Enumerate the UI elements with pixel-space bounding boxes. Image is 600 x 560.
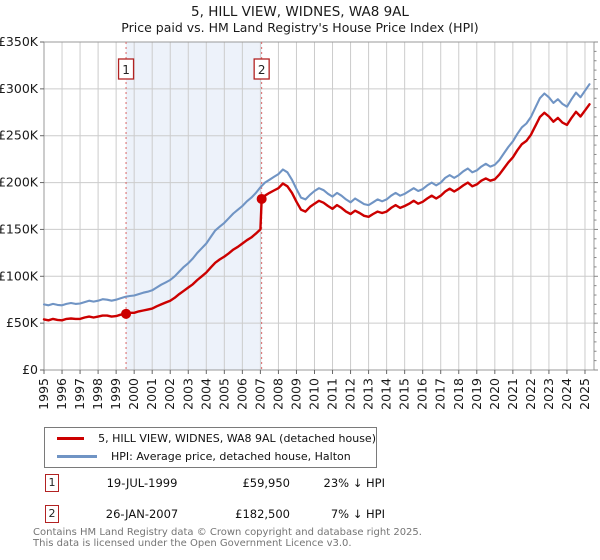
x-tick-label: 2016 [415, 378, 430, 410]
x-tick-label: 1996 [54, 378, 69, 410]
x-tick-label: 2000 [126, 378, 141, 410]
hpi-line [42, 83, 591, 307]
sale-point-2 [256, 193, 267, 204]
sale-2-price: £182,500 [235, 507, 290, 521]
license-footer: Contains HM Land Registry data © Crown c… [33, 527, 593, 549]
chart-legend: 5, HILL VIEW, WIDNES, WA8 9AL (detached … [44, 427, 377, 468]
y-tick-label: £300K [0, 81, 39, 96]
y-tick-label: £250K [0, 128, 39, 143]
x-tick-label: 2006 [234, 378, 249, 410]
x-tick-label: 2020 [487, 378, 502, 410]
sale-2-hpi-diff: 7% ↓ HPI [330, 507, 385, 521]
y-tick-label: £100K [0, 268, 39, 283]
legend-label-hpi: HPI: Average price, detached house, Halt… [111, 450, 351, 463]
x-tick-label: 2015 [397, 378, 412, 410]
x-tick-label: 2003 [180, 378, 195, 410]
x-tick-label: 2011 [325, 378, 340, 410]
x-tick-label: 1998 [90, 378, 105, 410]
sale-1-date: 19-JUL-1999 [106, 476, 178, 490]
sale-flag-1 [117, 58, 135, 80]
x-tick-label: 2012 [343, 378, 358, 410]
sale-2-date: 26-JAN-2007 [105, 507, 179, 521]
property-price-line [42, 103, 591, 322]
x-tick-label: 2025 [577, 378, 592, 410]
chart-subtitle: Price paid vs. HM Land Registry's House … [121, 20, 478, 35]
x-tick-label: 2008 [270, 378, 285, 410]
sale-flag-label: 2 [258, 63, 266, 77]
x-tick-label: 2024 [559, 378, 574, 410]
y-tick-label: £350K [0, 34, 39, 49]
x-tick-label: 2001 [144, 378, 159, 410]
x-tick-label: 2022 [523, 378, 538, 410]
x-tick-label: 2018 [451, 378, 466, 410]
x-tick-label: 1999 [108, 378, 123, 410]
property-line-swatch-icon [57, 437, 85, 440]
x-tick-label: 2005 [216, 378, 231, 410]
x-tick-label: 2007 [252, 378, 267, 410]
hpi-line-swatch-icon [57, 455, 97, 458]
x-tick-label: 2021 [505, 378, 520, 410]
sale-1-flag-icon: 1 [45, 474, 59, 492]
chart-title: 5, HILL VIEW, WIDNES, WA8 9AL [191, 4, 409, 20]
x-tick-label: 1995 [36, 378, 51, 410]
x-tick-label: 2023 [541, 378, 556, 410]
x-tick-label: 2002 [162, 378, 177, 410]
sale-point-1 [121, 308, 132, 319]
footer-line-1: Contains HM Land Registry data © Crown c… [33, 527, 422, 538]
x-tick-label: 2019 [469, 378, 484, 410]
x-tick-label: 2013 [361, 378, 376, 410]
transaction-row-1: 1 19-JUL-1999 £59,950 23% ↓ HPI [45, 474, 585, 494]
x-tick-label: 2004 [198, 378, 213, 410]
y-tick-label: £150K [0, 221, 39, 236]
x-tick-label: 2010 [306, 378, 321, 410]
x-tick-label: 2014 [379, 378, 394, 410]
ownership-band [126, 42, 262, 370]
sale-flag-2 [253, 58, 270, 80]
x-tick-label: 2017 [433, 378, 448, 410]
legend-item-property: 5, HILL VIEW, WIDNES, WA8 9AL (detached … [45, 431, 376, 446]
footer-line-2: This data is licensed under the Open Gov… [33, 537, 352, 549]
x-tick-label: 2009 [288, 378, 303, 410]
y-tick-label: £0 [22, 362, 38, 377]
sale-flag-label: 1 [122, 63, 130, 77]
price-chart: 5, HILL VIEW, WIDNES, WA8 9AL Price paid… [0, 4, 598, 410]
transaction-row-2: 2 26-JAN-2007 £182,500 7% ↓ HPI [45, 505, 585, 525]
y-tick-label: £200K [0, 175, 39, 190]
legend-item-hpi: HPI: Average price, detached house, Halt… [45, 449, 376, 464]
plot-area: £0 £50K £100K £150K £200K £250K £300K £350K 1995… [0, 34, 598, 410]
x-tick-label: 1997 [72, 378, 87, 410]
y-tick-label: £50K [6, 315, 39, 330]
sale-2-flag-icon: 2 [45, 505, 59, 523]
sale-1-price: £59,950 [242, 476, 290, 490]
legend-label-property: 5, HILL VIEW, WIDNES, WA8 9AL (detached … [98, 432, 376, 445]
sale-1-hpi-diff: 23% ↓ HPI [323, 476, 385, 490]
